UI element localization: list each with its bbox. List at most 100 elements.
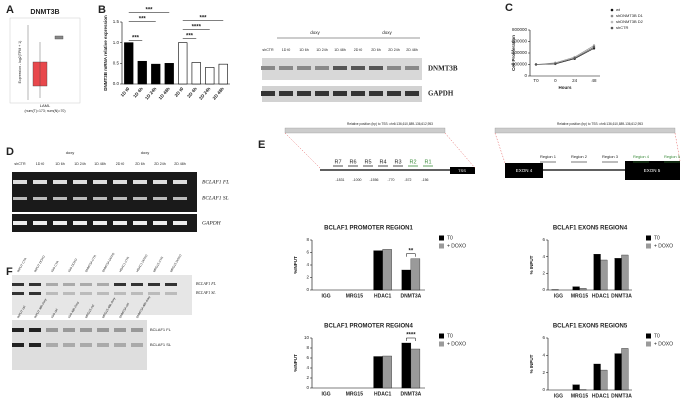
legend-marker xyxy=(610,14,614,18)
band xyxy=(33,180,47,184)
sig-label: *** xyxy=(139,17,147,23)
x-axis-label: Hours xyxy=(558,85,571,90)
band xyxy=(114,283,126,286)
legend-label: T0 xyxy=(654,333,660,339)
band xyxy=(153,197,167,200)
x-tick-label: 0 xyxy=(554,78,557,83)
position: -1000 xyxy=(353,178,362,182)
band xyxy=(46,283,58,286)
y-tick-label: 4 xyxy=(306,262,309,267)
legend-label: T0 xyxy=(654,235,660,241)
band xyxy=(53,197,67,200)
tss-box xyxy=(450,167,475,174)
bar xyxy=(410,258,421,291)
y-tick-label: 800000 xyxy=(512,27,528,32)
y-tick-label: 6 xyxy=(542,237,545,242)
schematic-title: Relative position (bp) to TSS: chr6:136,… xyxy=(557,122,643,126)
y-axis-label: Cell Proliferation xyxy=(511,35,516,71)
y-tick-label: 4 xyxy=(306,365,309,370)
bar xyxy=(382,355,392,389)
lane-label: 1D 48h xyxy=(334,48,346,52)
x-tick-label: 1D 6h xyxy=(132,86,144,99)
bar xyxy=(579,288,587,291)
bar xyxy=(593,363,601,391)
band xyxy=(369,66,383,70)
band xyxy=(12,283,24,286)
x-tick-label: HDAC1 xyxy=(374,293,391,299)
band xyxy=(63,328,75,332)
band xyxy=(93,180,107,184)
bar xyxy=(124,42,134,85)
band xyxy=(33,197,47,200)
band xyxy=(12,343,24,347)
band xyxy=(173,180,187,184)
band-label: BCLAF1 SL xyxy=(150,342,172,347)
x-tick-label: DNMT3A xyxy=(400,293,421,299)
y-tick-label: 6 xyxy=(306,250,309,255)
bar xyxy=(614,353,622,391)
band-label: GAPDH xyxy=(202,220,222,226)
band xyxy=(261,91,275,96)
band xyxy=(53,180,67,184)
legend-swatch xyxy=(439,333,444,339)
y-tick-label: 2 xyxy=(306,275,309,280)
band xyxy=(97,328,109,332)
band xyxy=(113,180,127,184)
band xyxy=(114,328,126,332)
x-tick-label: 1D t0 xyxy=(120,86,131,98)
band-label: GAPDH xyxy=(428,90,454,98)
bar xyxy=(401,342,412,389)
y-tick-label: 2 xyxy=(542,271,545,276)
region-label: Region 3 xyxy=(602,154,619,159)
region-label: R5 xyxy=(364,159,371,165)
legend-swatch xyxy=(646,341,651,347)
sig-label: *** xyxy=(145,8,153,14)
band xyxy=(369,91,383,96)
band-label: DNMT3B xyxy=(428,65,458,73)
position: -1556 xyxy=(370,178,379,182)
lane-label: IGG ctrl xyxy=(50,308,59,319)
legend-label: + DOXO xyxy=(447,243,466,249)
region-label: Region 4 xyxy=(633,154,650,159)
band-label: BCLAF1 FL xyxy=(196,281,217,286)
lane-label: 2D 6h xyxy=(371,48,381,52)
band xyxy=(13,197,27,200)
band xyxy=(29,328,41,332)
band xyxy=(46,328,58,332)
sig-label: *** xyxy=(132,36,140,42)
y-tick-label: 0 xyxy=(542,387,545,392)
legend-marker xyxy=(610,8,614,12)
legend-label: + DOXO xyxy=(654,243,673,249)
x-tick-label: IGG xyxy=(322,391,331,397)
band xyxy=(46,343,58,347)
legend-swatch xyxy=(439,243,444,249)
y-tick-label: 1.0 xyxy=(113,40,120,45)
zoom xyxy=(494,132,506,164)
band xyxy=(133,221,147,225)
lane-label: 2D 48h xyxy=(174,162,186,166)
band xyxy=(131,328,143,332)
bar xyxy=(600,259,608,291)
region-label: R3 xyxy=(394,159,401,165)
region-label: R2 xyxy=(409,159,416,165)
band xyxy=(113,221,127,225)
region-label: R6 xyxy=(349,159,356,165)
band xyxy=(173,197,187,200)
a-ylabel: Expression - log2(TPM + 1) xyxy=(18,41,22,84)
band-label: BCLAF1 SL xyxy=(196,290,216,295)
band xyxy=(80,328,92,332)
band xyxy=(97,292,109,295)
legend-swatch xyxy=(646,243,651,249)
lane-label: INPUT CTR xyxy=(16,256,28,273)
legend-label: + DOXO xyxy=(447,341,466,347)
band xyxy=(153,180,167,184)
chrom xyxy=(494,127,676,134)
x-tick-label: MRG15 xyxy=(346,293,363,299)
y-tick-label: 6 xyxy=(306,355,309,360)
lane-label: shCTR xyxy=(262,48,274,52)
legend-swatch xyxy=(646,235,651,241)
x-tick-label: MRG15 xyxy=(346,391,363,397)
position: -572 xyxy=(404,178,411,182)
legend-label: T0 xyxy=(447,333,453,339)
lane-label: 1D 6h xyxy=(299,48,309,52)
